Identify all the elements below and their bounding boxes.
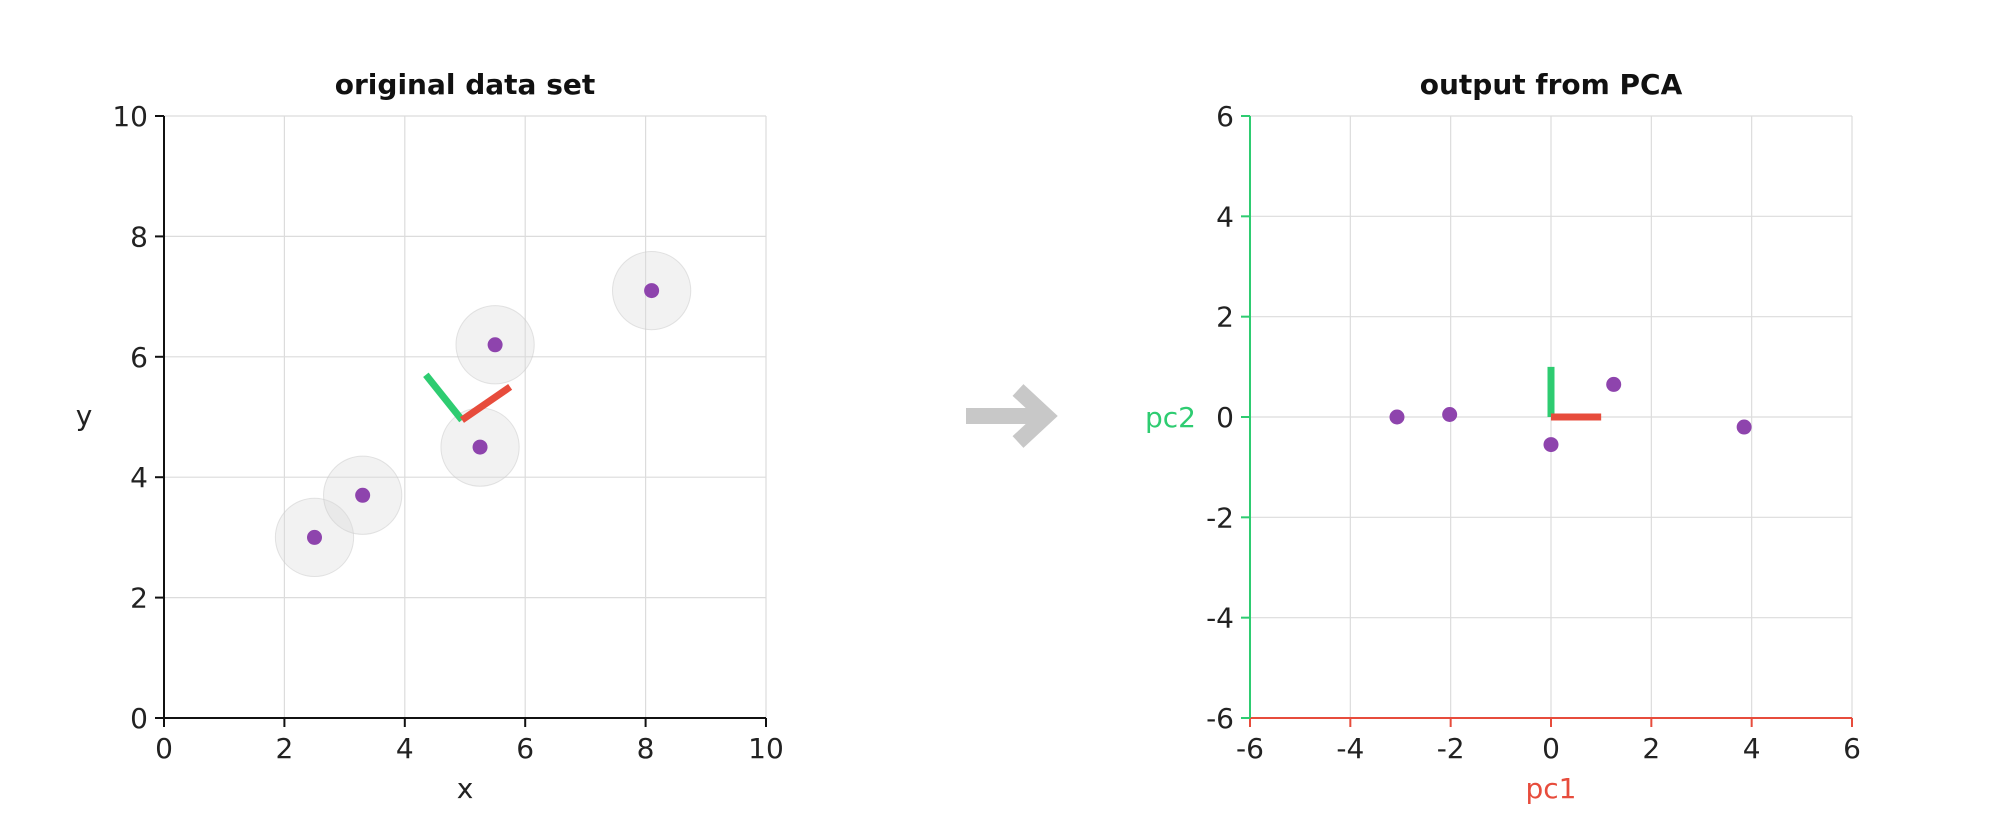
x-tick-label: 4	[396, 732, 414, 765]
data-point	[1389, 409, 1405, 425]
data-point	[472, 439, 488, 455]
x-tick-label: 0	[155, 732, 173, 765]
y-tick-label: 6	[1216, 100, 1234, 133]
y-tick-label: 2	[1216, 301, 1234, 334]
x-tick-label: 4	[1743, 732, 1761, 765]
y-tick-label: -2	[1206, 501, 1234, 534]
data-point	[307, 529, 322, 545]
x-tick-label: 2	[275, 732, 293, 765]
pca-output-chart: -6 -4 -2 0 2 4 6 -6 -4 -2 0 2 4 6	[1206, 100, 1861, 765]
x-tick-label: 2	[1642, 732, 1660, 765]
x-tick-label: -6	[1236, 732, 1264, 765]
chart-title-original: original data set	[335, 68, 595, 101]
y-tick-label: 8	[130, 220, 148, 253]
y-axis-label: y	[76, 399, 93, 432]
y-tick-label: 4	[1216, 200, 1234, 233]
x-tick-label: -2	[1437, 732, 1465, 765]
arrow-head	[1012, 384, 1058, 448]
y-tick-label: -4	[1206, 602, 1234, 635]
data-point	[1606, 376, 1622, 392]
x-tick-label: -4	[1336, 732, 1364, 765]
pc2-axis-label: pc2	[1145, 401, 1196, 434]
x-tick-label: 10	[748, 732, 784, 765]
pc1-vector	[460, 384, 513, 423]
y-tick-label: 0	[130, 702, 148, 735]
data-point	[644, 283, 660, 299]
chart-title-pca: output from PCA	[1420, 68, 1683, 101]
y-tick-label: 10	[112, 100, 148, 133]
y-tick-label: -6	[1206, 702, 1234, 735]
x-tick-label: 6	[516, 732, 534, 765]
y-tick-label: 4	[130, 461, 148, 494]
data-point	[487, 337, 503, 353]
x-axis-label: x	[457, 772, 474, 805]
x-tick-label: 0	[1542, 732, 1560, 765]
x-tick-label: 8	[637, 732, 655, 765]
data-point	[1736, 419, 1752, 435]
data-point	[355, 487, 371, 503]
transition-arrow-icon	[966, 384, 1058, 448]
y-tick-label: 2	[130, 582, 148, 615]
pc2-vector	[423, 372, 465, 423]
pc1-axis-label: pc1	[1526, 772, 1577, 805]
original-data-chart: 0 2 4 6 8 10 0 2 4 6 8 10	[112, 100, 783, 765]
data-point	[1543, 437, 1559, 453]
y-tick-label: 6	[130, 341, 148, 374]
x-tick-label: 6	[1843, 732, 1861, 765]
y-tick-label: 0	[1216, 401, 1234, 434]
data-point	[1442, 406, 1458, 422]
